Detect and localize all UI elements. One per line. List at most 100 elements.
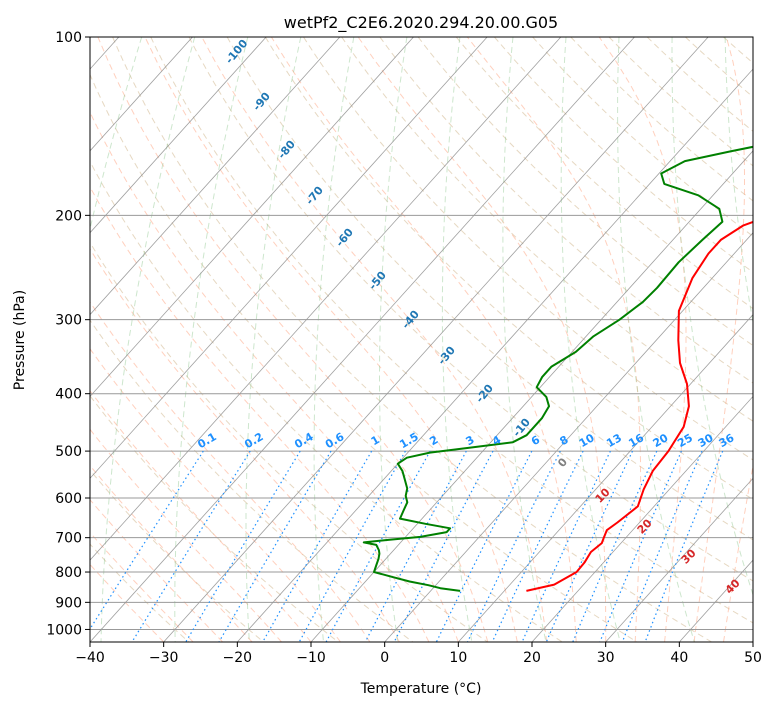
mixing-ratio-label: 0.2: [242, 430, 265, 451]
auxiliary-curve-line: [617, 37, 695, 642]
dry-adiabat-line: [417, 37, 753, 347]
isotherm-line: [458, 313, 753, 642]
mixing-ratio-line: [364, 450, 467, 642]
dry-adiabat-label: 0: [555, 455, 570, 469]
dry-adiabat-label: -90: [250, 90, 273, 114]
dry-adiabat-line: [494, 37, 753, 273]
dry-adiabat-label: -50: [366, 269, 389, 293]
dry-adiabat-line: [264, 37, 753, 501]
mixing-ratio-line: [262, 450, 373, 642]
dry-adiabat-line: [532, 37, 753, 237]
y-tick-label: 900: [55, 595, 82, 611]
dry-adiabat-line: [723, 37, 753, 64]
mixing-ratio-line: [393, 450, 494, 642]
moist-adiabat-line: [693, 37, 745, 642]
mixing-ratio-label: 0.6: [323, 430, 347, 451]
dry-adiabat-label: -80: [275, 138, 298, 162]
dry-adiabat-line: [188, 37, 753, 582]
y-tick-label: 500: [55, 444, 82, 460]
dry-adiabat-line: [90, 394, 339, 642]
y-tick-label: 100: [55, 30, 82, 46]
isotherm-line: [384, 232, 753, 642]
moist-adiabat-line: [90, 428, 282, 642]
isotherm-line: [310, 150, 753, 642]
dry-adiabat-line: [90, 319, 414, 642]
auxiliary-curve-line: [379, 37, 408, 642]
x-tick-label: 50: [744, 650, 762, 666]
isotherm-line: [90, 37, 341, 316]
moist-adiabat-line: [357, 37, 607, 642]
y-tick-label: 700: [55, 531, 82, 547]
temperature-profile-line: [526, 220, 753, 592]
y-tick-label: 1000: [46, 622, 82, 638]
isotherm-line: [90, 37, 635, 642]
dry-adiabat-line: [303, 37, 753, 461]
isotherm-line: [90, 37, 267, 234]
mixing-ratio-label: 0.4: [292, 430, 316, 451]
dry-adiabat-line: [150, 37, 753, 624]
x-tick-label: 0: [380, 650, 389, 666]
mixing-ratio-line: [545, 450, 634, 642]
x-tick-label: −30: [149, 650, 179, 666]
axis-ticks: −40 −30 −20 −10 0 10 20 30 40 5010020030040050060…: [46, 30, 762, 666]
y-axis-label: Pressure (hPa): [12, 290, 28, 390]
chart-title: wetPf2_C2E6.2020.294.20.00.G05: [284, 13, 558, 33]
auxiliary-curve-line: [671, 37, 753, 597]
y-tick-label: 300: [55, 313, 82, 329]
isotherm-line: [90, 37, 562, 561]
isotherm-line: [90, 37, 488, 479]
isotherm-line: [752, 641, 753, 642]
dry-adiabat-line: [90, 241, 488, 642]
mixing-ratio-line: [218, 450, 332, 642]
mixing-ratio-label: 8: [558, 433, 571, 448]
moist-adiabat-line: [90, 464, 253, 642]
dry-adiabat-line: [226, 37, 753, 541]
moist-adiabat-line: [90, 248, 400, 642]
mixing-ratio-label: 1.5: [397, 430, 420, 451]
moist-adiabat-label: 20: [635, 516, 655, 536]
x-tick-label: 40: [670, 650, 688, 666]
plot-frame: [89, 36, 754, 643]
mixing-ratio-label: 4: [490, 433, 503, 448]
mixing-ratio-line: [298, 450, 406, 642]
dry-adiabat-label: -40: [399, 308, 422, 332]
line-labels: -100-90-80-70-60-50-40-30-20-10010203040…: [195, 37, 743, 597]
isotherm-line: [531, 395, 753, 642]
moist-adiabat-line: [144, 37, 518, 642]
y-tick-label: 800: [55, 565, 82, 581]
series-group: [362, 145, 753, 592]
dry-adiabat-line: [379, 37, 753, 384]
mixing-ratio-line: [491, 450, 584, 642]
moist-adiabat-line: [598, 37, 687, 642]
mixing-ratio-label: 2: [427, 433, 440, 448]
dry-adiabat-line: [646, 37, 753, 132]
dry-adiabat-label: -60: [333, 226, 356, 250]
mixing-ratio-label: 0.1: [195, 430, 218, 451]
y-tick-label: 600: [55, 491, 82, 507]
moist-adiabat-line: [90, 390, 312, 642]
mixing-ratio-line: [644, 450, 724, 642]
mixing-ratio-label: 13: [604, 431, 624, 450]
moist-adiabat-line: [97, 37, 489, 642]
isotherm-line: [90, 37, 193, 152]
mixing-ratio-line: [599, 450, 682, 642]
dry-adiabat-line: [112, 37, 712, 642]
dry-adiabat-label: -30: [435, 344, 458, 368]
x-tick-label: −20: [223, 650, 253, 666]
mixing-ratio-line: [621, 450, 703, 642]
auxiliary-curve-line: [174, 37, 249, 642]
dry-adiabat-line: [455, 37, 753, 310]
moist-adiabat-line: [466, 37, 642, 642]
grid: [90, 37, 753, 642]
auxiliary-curve-line: [441, 37, 473, 642]
dry-adiabat-line: [90, 160, 563, 642]
y-tick-label: 400: [55, 387, 82, 403]
dry-adiabat-label: -20: [473, 382, 496, 406]
moist-adiabat-line: [752, 638, 753, 642]
dry-adiabat-label: -70: [303, 184, 326, 208]
moist-adiabat-line: [90, 347, 341, 642]
moist-adiabat-line: [201, 37, 548, 642]
mixing-ratio-label: 3: [464, 433, 477, 448]
moist-adiabat-line: [90, 301, 371, 642]
